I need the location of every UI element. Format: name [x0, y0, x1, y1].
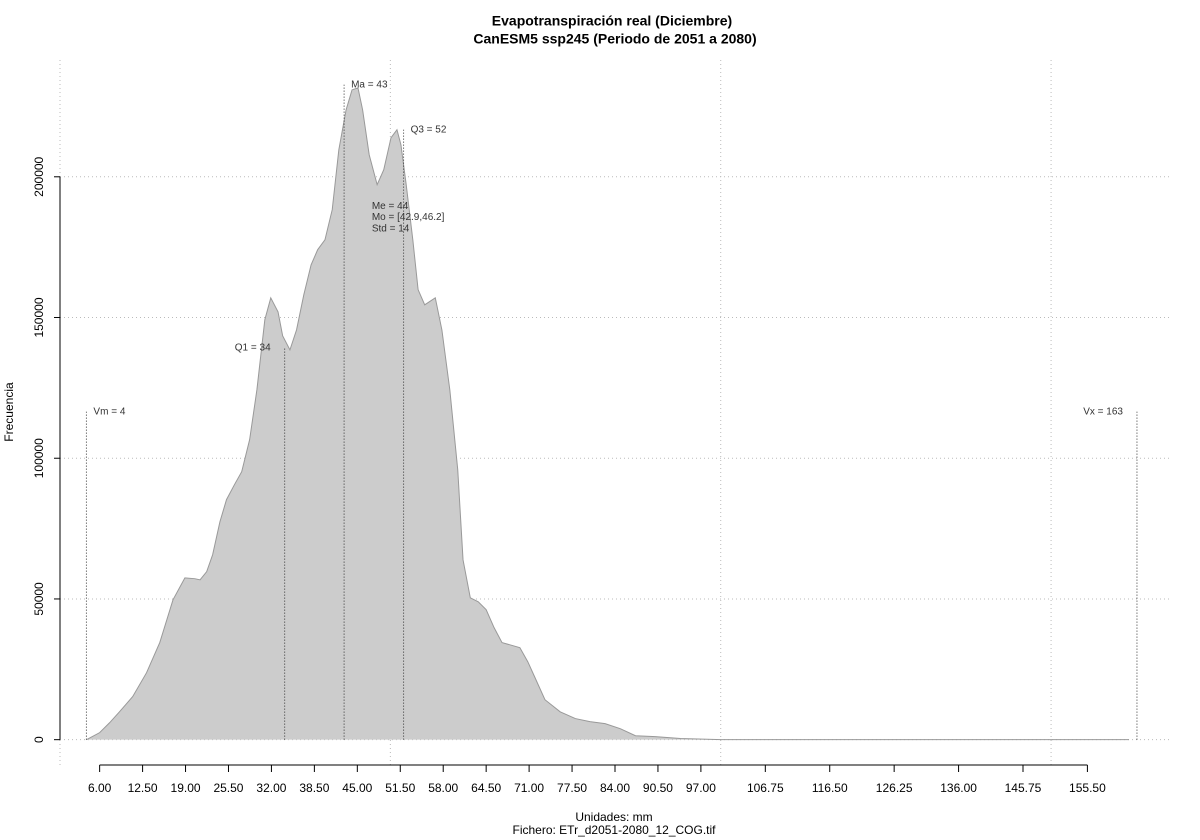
x-tick-label: 71.00: [514, 781, 544, 795]
x-tick-label: 145.75: [1005, 781, 1042, 795]
x-tick-label: 77.50: [557, 781, 587, 795]
x-tick-label: 32.00: [256, 781, 286, 795]
y-tick-label: 100000: [32, 438, 46, 478]
density-area: [86, 87, 1130, 740]
stat-label: Std = 14: [372, 224, 410, 235]
annotation-label: Ma = 43: [351, 79, 388, 90]
chart-subtitle: CanESM5 ssp245 (Periodo de 2051 a 2080): [473, 31, 756, 47]
x-tick-label: 136.00: [940, 781, 977, 795]
annotation-label: Q1 = 34: [235, 342, 271, 353]
x-tick-label: 97.00: [686, 781, 716, 795]
x-tick-label: 25.50: [213, 781, 243, 795]
x-tick-label: 58.00: [428, 781, 458, 795]
annotation-label: Vm = 4: [93, 406, 125, 417]
annotation-label: Q3 = 52: [411, 124, 447, 135]
x-tick-label: 51.50: [385, 781, 415, 795]
caption: Fichero: ETr_d2051-2080_12_COG.tif: [513, 823, 717, 837]
annotation-label: Vx = 163: [1083, 406, 1123, 417]
x-tick-label: 38.50: [299, 781, 329, 795]
y-tick-label: 0: [32, 736, 46, 743]
x-axis-label: Unidades: mm: [575, 810, 652, 824]
x-tick-label: 19.00: [171, 781, 201, 795]
x-tick-label: 116.50: [812, 781, 848, 795]
x-tick-label: 64.50: [471, 781, 501, 795]
density-line: [86, 87, 1130, 741]
y-tick-label: 200000: [32, 156, 46, 196]
x-tick-label: 126.25: [876, 781, 913, 795]
stat-label: Me = 44: [372, 201, 409, 212]
x-tick-label: 6.00: [88, 781, 112, 795]
y-tick-label: 50000: [32, 582, 46, 616]
x-tick-label: 84.00: [600, 781, 630, 795]
stat-label: Mo = [42.9,46.2]: [372, 212, 445, 223]
x-tick-label: 12.50: [128, 781, 158, 795]
x-tick-label: 106.75: [747, 781, 784, 795]
chart-title: Evapotranspiración real (Diciembre): [492, 13, 732, 29]
y-axis-label: Frecuencia: [2, 382, 16, 442]
x-tick-label: 155.50: [1069, 781, 1106, 795]
y-tick-label: 150000: [32, 297, 46, 337]
x-tick-label: 45.00: [342, 781, 372, 795]
x-tick-label: 90.50: [643, 781, 673, 795]
